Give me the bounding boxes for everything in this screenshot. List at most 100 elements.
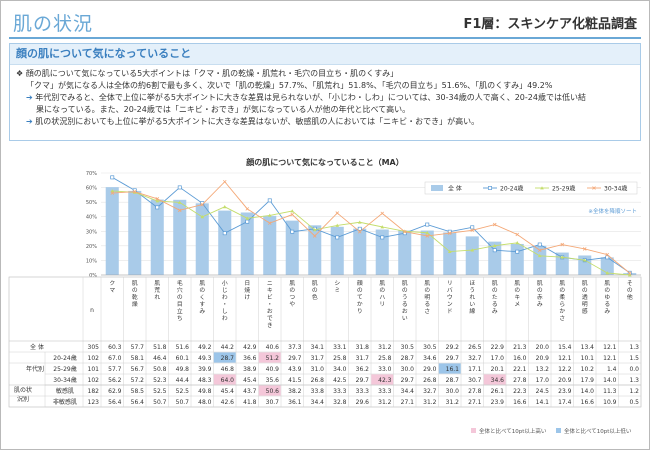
category-label-char: れ (154, 294, 160, 301)
table-cell: 20.9 (536, 355, 550, 362)
table-cell: 16.0 (513, 355, 527, 362)
summary-bullet-1b: 「クマ」が気になる人は全体の約6割で最も多く、次いで「肌の乾燥」57.7%、「肌… (26, 81, 553, 90)
data-point (222, 179, 227, 184)
legend-marker (540, 186, 544, 190)
table-cell: 10.1 (581, 355, 595, 362)
table-cell: 57.7 (131, 344, 145, 351)
data-point (425, 234, 430, 238)
data-point (380, 211, 385, 216)
data-point (267, 198, 272, 203)
category-label-char: 肌 (559, 280, 565, 287)
data-point (200, 202, 205, 207)
n-header: n (90, 307, 94, 314)
table-cell: 30.0 (401, 366, 415, 373)
category-label-char: す (199, 301, 205, 308)
arrow-right-icon: ➔ (26, 117, 36, 126)
table-cell: 16.1 (446, 366, 460, 373)
table-cell: 30.5 (401, 344, 415, 351)
category-label-char: の (559, 287, 565, 294)
legend-label: 25-29歳 (552, 185, 575, 193)
category-label-char: の (402, 287, 408, 294)
category-label-char: さ (559, 315, 565, 322)
table-cell: 27.8 (468, 388, 482, 395)
table-cell: 16.6 (581, 399, 595, 406)
page-title: 肌の状況 (13, 13, 94, 35)
data-point (492, 222, 497, 227)
category-label-char: 日 (244, 280, 250, 287)
category-label-char: り (357, 308, 363, 315)
table-cell: 33.3 (378, 388, 392, 395)
table-cell: 40.9 (266, 366, 280, 373)
data-point (605, 252, 610, 257)
data-point (177, 208, 182, 213)
category-label-char: ミ (334, 288, 340, 294)
category-label-char: 明 (424, 294, 430, 301)
table-cell: 31.2 (446, 399, 460, 406)
category-label-char: 線 (469, 307, 475, 315)
table-cell: 1.3 (629, 377, 639, 384)
table-cell: 17.0 (491, 355, 505, 362)
category-label-char: ほ (469, 280, 475, 287)
summary-arrow-2: ➔ 肌の状況別においても上位に挙がる5大ポイントに大きな差異はないが、敏感肌の人… (16, 116, 634, 128)
category-label-char: み (537, 301, 543, 308)
table-cell: 42.9 (243, 344, 257, 351)
category-label-char: ビ (267, 293, 273, 301)
data-point (177, 185, 182, 190)
data-point (492, 248, 497, 253)
table-cell: 64.0 (221, 377, 235, 384)
y-tick-label: 60% (86, 186, 97, 192)
data-point (110, 189, 115, 193)
legend-box (424, 181, 638, 195)
diamond-icon: ❖ (16, 69, 26, 78)
table-cell: 52.3 (153, 377, 167, 384)
table-cell: 29.6 (356, 399, 370, 406)
bar (578, 255, 592, 275)
table-cell: 12.2 (558, 366, 572, 373)
bar (263, 215, 277, 275)
data-point (312, 234, 317, 238)
category-label-char: の (514, 287, 520, 294)
table-cell: 45.4 (243, 377, 257, 384)
y-tick-label: 50% (86, 200, 97, 206)
table-cell: 57.7 (108, 366, 122, 373)
row-n: 101 (88, 366, 100, 373)
category-label-char: れ (469, 294, 475, 301)
data-point (357, 229, 362, 234)
category-label-char: ら (559, 301, 565, 308)
table-cell: 50.7 (153, 399, 167, 406)
bar (150, 199, 164, 275)
category-label-char: シ (334, 281, 340, 287)
table-cell: 34.1 (311, 344, 325, 351)
data-point (402, 229, 407, 234)
category-label-char: 感 (582, 307, 588, 315)
table-cell: 27.8 (513, 377, 527, 384)
table-cell: 12.1 (603, 344, 617, 351)
summary-arrow-1: ➔ 年代別でみると、全体で上位に挙がる5大ポイントに大きな差異は見られないが、「… (16, 92, 634, 104)
data-point (470, 228, 475, 233)
table-cell: 34.4 (401, 388, 415, 395)
row-label: 20-24歳 (53, 354, 76, 362)
series-line (112, 176, 631, 274)
table-cell: 31.7 (311, 355, 325, 362)
category-label-char: 柔 (559, 293, 565, 301)
data-point (200, 215, 205, 219)
table-cell: 36.1 (288, 399, 302, 406)
data-point (222, 231, 227, 236)
row-n: 182 (88, 388, 100, 395)
category-label-char: の (357, 287, 363, 294)
table-cell: 30.7 (468, 377, 482, 384)
data-point (110, 175, 115, 180)
category-label-char: ち (177, 315, 183, 322)
bar (218, 210, 232, 275)
table-cell: 44.4 (176, 377, 190, 384)
table-cell: 51.6 (176, 344, 190, 351)
table-cell: 49.8 (176, 366, 190, 373)
data-point (605, 255, 610, 260)
series-line (112, 190, 630, 276)
table-cell: 50.6 (266, 388, 280, 395)
category-label-char: つ (289, 295, 295, 301)
group-label-age: 年代別 (26, 365, 44, 373)
table-cell: 57.2 (131, 377, 145, 384)
table-cell: 32.8 (333, 399, 347, 406)
